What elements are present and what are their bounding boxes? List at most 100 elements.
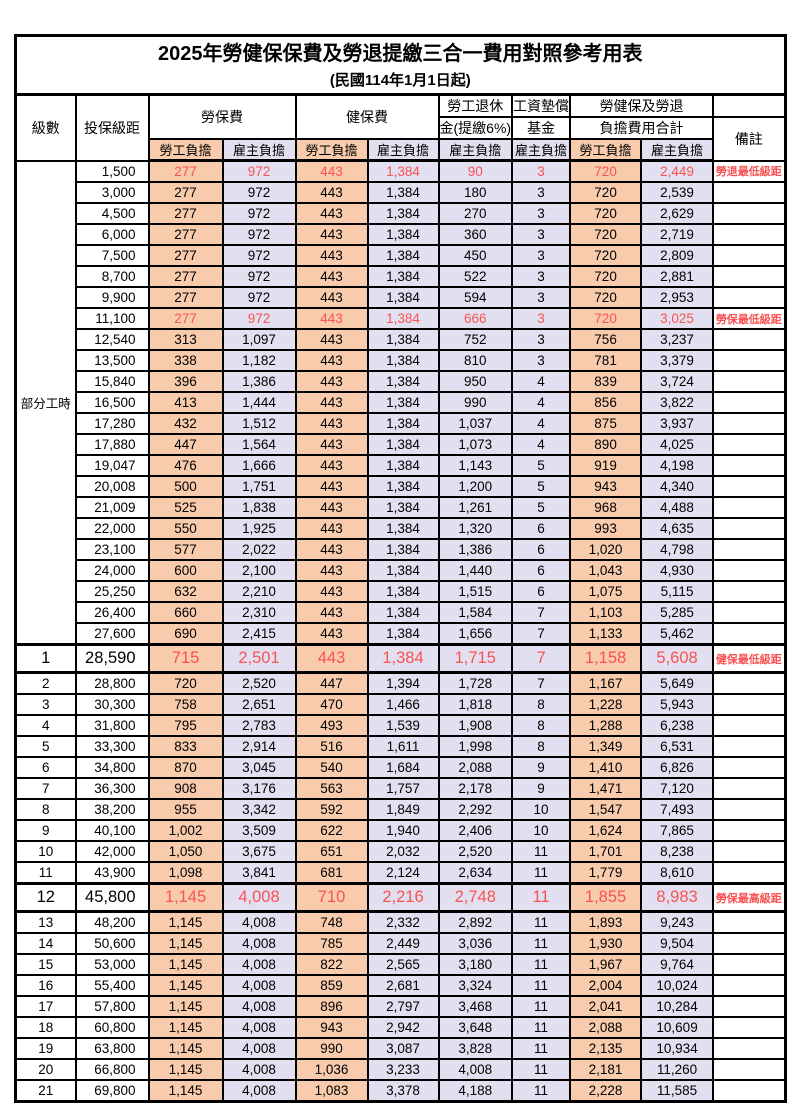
header-row-burden: 勞工負擔 雇主負擔 勞工負擔 雇主負擔 雇主負擔 雇主負擔 勞工負擔 雇主負擔 [16,138,786,162]
fee-cell: 11 [511,840,572,863]
fee-cell: 2,520 [221,671,297,695]
fee-cell: 950 [437,370,514,393]
level-cell: 18 [14,1016,77,1039]
fee-cell: 10,024 [640,974,715,997]
remark-cell [712,798,787,821]
fee-cell: 2,520 [437,840,514,863]
subheader-labor-employee: 勞工負擔 [147,138,224,162]
salary-cell: 45,800 [74,882,150,913]
reference-table-sheet: 2025年勞健保保費及勞退提繳三合一費用對照參考用表 (民國114年1月1日起)… [14,34,787,1103]
fee-cell: 1,893 [569,910,643,934]
fee-cell: 277 [147,181,224,204]
fee-cell: 277 [147,307,224,330]
header-spacer-cell [712,93,787,118]
fee-cell: 11 [511,953,572,976]
fee-cell: 4 [511,412,572,435]
fee-cell: 5,943 [640,693,715,716]
fee-cell: 1,098 [147,861,224,885]
remark-cell [712,328,787,351]
fee-cell: 2,210 [221,580,297,603]
fee-cell: 3,937 [640,412,715,435]
table-row: 16 55,400 1,145 4,008 859 2,681 3,324 11 2,004 10… [14,974,787,997]
fee-cell: 11 [511,932,572,955]
fee-cell: 1,002 [147,819,224,842]
fee-cell: 1,384 [366,580,440,603]
table-row: 9 40,100 1,002 3,509 622 1,940 2,406 10 1,624 7,8… [14,819,787,842]
fee-cell: 493 [294,714,369,737]
fee-cell: 1,320 [437,517,514,540]
fee-cell: 2,634 [437,861,514,885]
fee-cell: 3,724 [640,370,715,393]
level-cell: 3 [14,693,77,716]
fee-cell: 1,288 [569,714,643,737]
fee-cell: 4,198 [640,454,715,477]
fee-cell: 6,531 [640,735,715,758]
level-cell: 4 [14,714,77,737]
fee-cell: 1,384 [366,601,440,624]
salary-cell: 50,600 [74,932,150,955]
fee-cell: 443 [294,433,369,456]
fee-cell: 443 [294,286,369,309]
fee-cell: 2,892 [437,910,514,934]
fee-cell: 720 [569,286,643,309]
remark-cell [712,181,787,204]
level-cell: 2 [14,671,77,695]
fee-cell: 7 [511,671,572,695]
level-cell: 6 [14,756,77,779]
fee-cell: 5,462 [640,622,715,646]
fee-cell: 890 [569,433,643,456]
fee-cell: 1,145 [147,932,224,955]
salary-cell: 28,590 [74,643,150,674]
fee-cell: 443 [294,244,369,267]
fee-cell: 1,539 [366,714,440,737]
fee-cell: 522 [437,265,514,288]
table-row: 13,500 338 1,182 443 1,384 810 3 781 3,379 [16,349,787,372]
fee-cell: 7,865 [640,819,715,842]
fee-cell: 4,008 [221,1079,297,1103]
fee-cell: 1,384 [366,412,440,435]
table-row: 3,000 277 972 443 1,384 180 3 720 2,539 [16,181,787,204]
fee-cell: 443 [294,517,369,540]
fee-cell: 4,008 [221,910,297,934]
fee-cell: 443 [294,370,369,393]
fee-cell: 277 [147,159,224,183]
fee-cell: 990 [437,391,514,414]
fee-cell: 2,914 [221,735,297,758]
remark-cell [712,756,787,779]
level-cell: 16 [14,974,77,997]
salary-cell: 38,200 [74,798,150,821]
remark-cell [712,601,787,624]
remark-cell [712,538,787,561]
col-group-total-line1: 勞健保及勞退 [569,93,715,118]
remark-cell [712,671,787,695]
fee-cell: 1,158 [569,643,643,674]
fee-cell: 577 [147,538,224,561]
fee-cell: 6 [511,517,572,540]
table-body: 部分工時 1,500 277 972 443 1,384 90 3 720 2,449 勞退最低級距… [14,159,787,1103]
fee-cell: 277 [147,244,224,267]
table-row: 17 57,800 1,145 4,008 896 2,797 3,468 11 2,041 10… [14,995,787,1018]
table-row: 21,009 525 1,838 443 1,384 1,261 5 968 4,488 [16,496,787,519]
fee-cell: 10 [511,819,572,842]
fee-cell: 1,779 [569,861,643,885]
fee-cell: 2,449 [640,159,715,183]
table-row: 4,500 277 972 443 1,384 270 3 720 2,629 [16,202,787,225]
fee-cell: 4,008 [221,1037,297,1060]
fee-cell: 277 [147,265,224,288]
fee-cell: 3,045 [221,756,297,779]
fee-cell: 443 [294,475,369,498]
fee-cell: 1,384 [366,475,440,498]
salary-cell: 63,800 [74,1037,150,1060]
fee-cell: 9 [511,756,572,779]
fee-cell: 748 [294,910,369,934]
salary-cell: 17,280 [74,412,150,435]
fee-cell: 2,228 [569,1079,643,1103]
remark-cell [712,496,787,519]
fee-cell: 1,145 [147,910,224,934]
table-row: 部分工時 1,500 277 972 443 1,384 90 3 720 2,449 勞退最低級距 [14,159,787,646]
salary-cell: 66,800 [74,1058,150,1081]
level-cell: 12 [14,882,77,913]
salary-cell: 30,300 [74,693,150,716]
title-row: 2025年勞健保保費及勞退提繳三合一費用對照參考用表 (民國114年1月1日起) [14,34,787,96]
fee-cell: 443 [294,328,369,351]
